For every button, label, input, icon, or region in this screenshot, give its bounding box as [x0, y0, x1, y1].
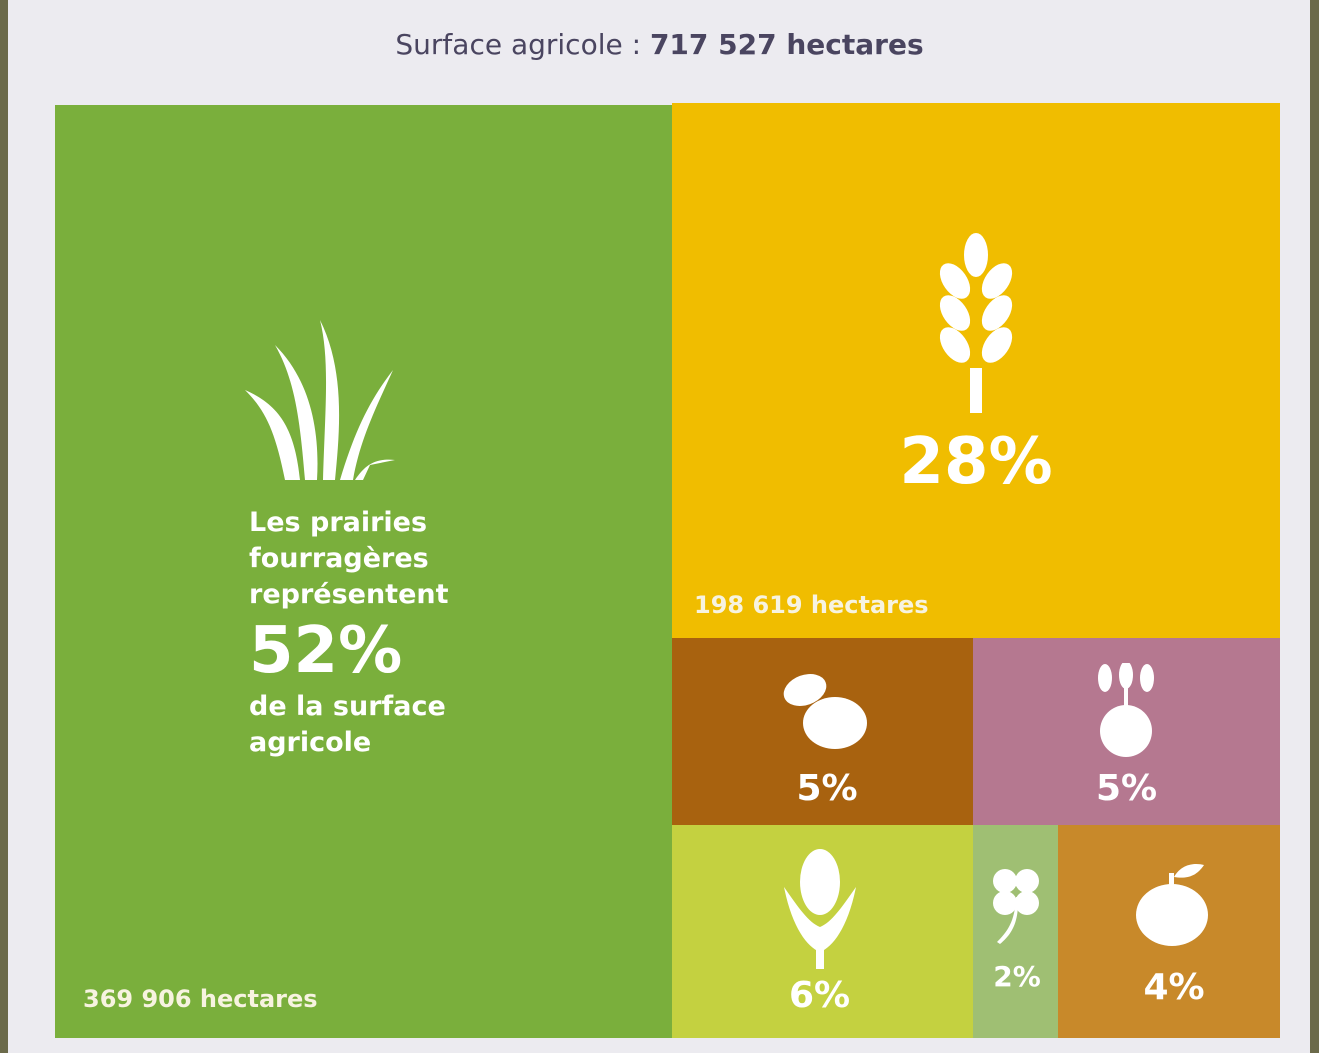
icon-potato [783, 674, 867, 749]
text-line: fourragères [249, 543, 429, 574]
tile-fruit: 4% [1058, 825, 1280, 1038]
tile-prairies: Les prairies fourragères représentent 52… [55, 105, 672, 1038]
percent: 2% [993, 960, 1041, 993]
icon-grass [245, 320, 395, 480]
percent: 5% [1095, 768, 1158, 809]
tile-maize: 6% [672, 825, 973, 1038]
percent: 6% [788, 975, 851, 1016]
icon-maize [784, 849, 856, 969]
title: Surface agricole : 717 527 hectares [0, 28, 1319, 61]
description: Les prairies fourragères représentent 52… [249, 505, 449, 761]
text-line: représentent [249, 579, 449, 610]
text-line: de la surface [249, 691, 446, 722]
hectares: 369 906 hectares [83, 985, 318, 1013]
tile-cereales: 28% 198 619 hectares [672, 103, 1280, 638]
percent: 4% [1143, 967, 1205, 1008]
title-total: 717 527 hectares [649, 28, 924, 61]
percent: 28% [899, 425, 1053, 499]
text-line: Les prairies [249, 507, 428, 538]
icon-wheat [939, 233, 1013, 413]
percent: 52% [249, 614, 403, 688]
percent: 5% [796, 768, 858, 809]
hectares: 198 619 hectares [694, 591, 929, 619]
icon-apple [1136, 864, 1208, 946]
title-label: Surface agricole : [395, 28, 642, 61]
tile-beet: 5% [973, 638, 1280, 825]
tile-potato: 5% [672, 638, 973, 825]
text-line: agricole [249, 727, 372, 758]
tile-clover: 2% [973, 825, 1058, 1038]
icon-beet [1098, 663, 1154, 757]
icon-clover [993, 869, 1039, 944]
